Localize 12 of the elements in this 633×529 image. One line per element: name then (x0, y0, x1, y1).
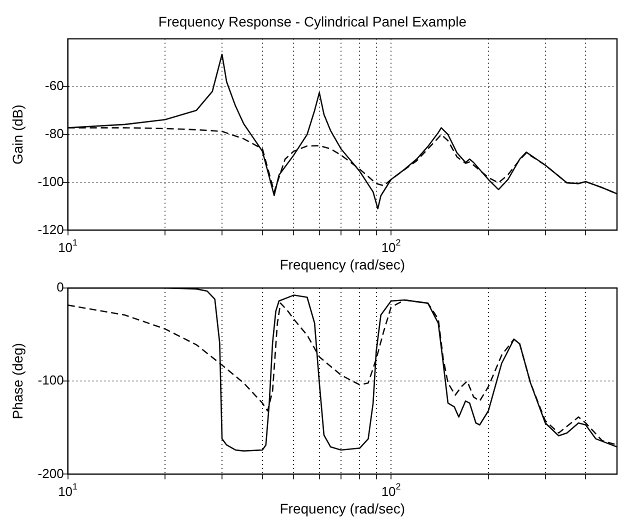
y-tick-label: -100 (38, 372, 64, 388)
x-axis-title: Frequency (rad/sec) (280, 256, 406, 272)
y-tick-label: 0 (56, 280, 64, 295)
y-axis-title: Gain (dB) (9, 104, 26, 164)
chart-title: Frequency Response - Cylindrical Panel Example (158, 13, 467, 30)
x-axis-title: Frequency (rad/sec) (280, 500, 406, 516)
y-axis-title: Phase (deg) (9, 342, 26, 420)
y-tick-label: -200 (38, 466, 64, 481)
y-tick-label: -80 (45, 126, 64, 142)
y-tick-label: -120 (38, 222, 64, 237)
y-tick-label: -60 (45, 78, 64, 94)
y-tick-label: -100 (38, 174, 64, 189)
